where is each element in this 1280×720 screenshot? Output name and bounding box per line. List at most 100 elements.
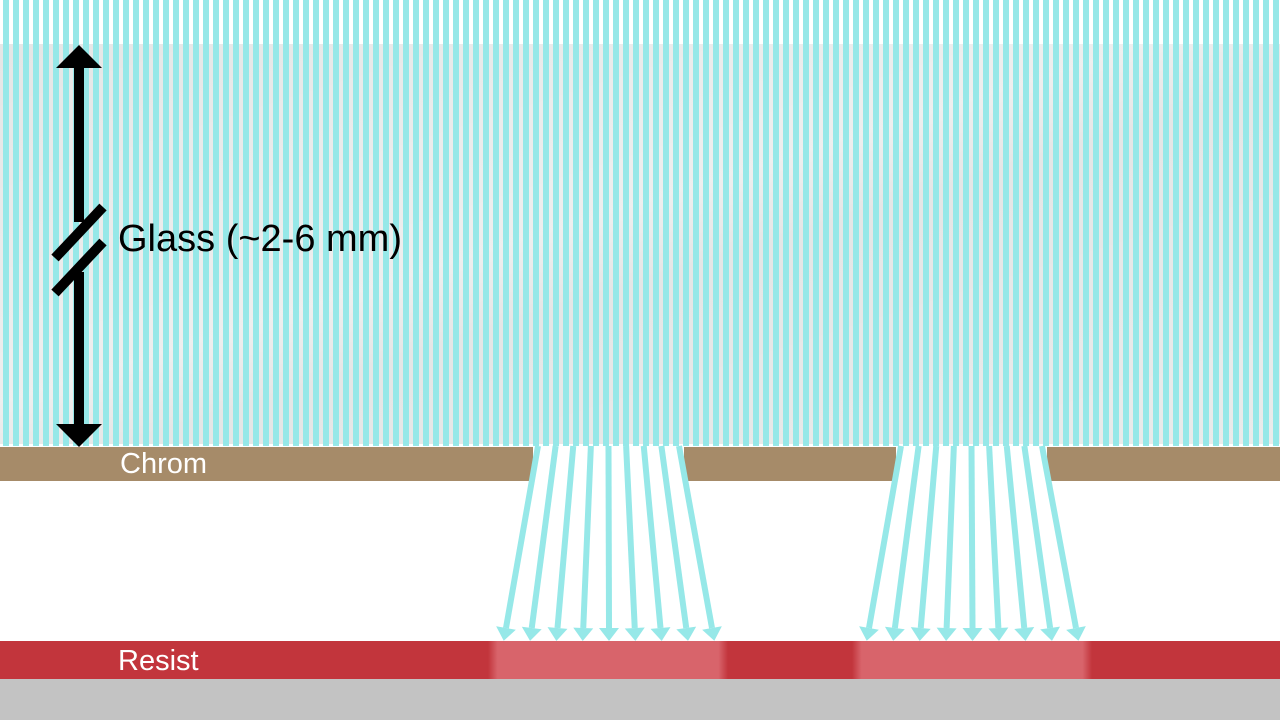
diffracted-ray-3: [580, 445, 594, 629]
light-ray-22: [223, 0, 229, 446]
light-ray-28: [283, 0, 289, 446]
light-ray-118: [1183, 0, 1189, 446]
light-ray-77: [773, 0, 779, 446]
light-ray-78: [783, 0, 789, 446]
light-ray-38: [383, 0, 389, 446]
light-ray-115: [1153, 0, 1159, 446]
light-ray-45: [453, 0, 459, 446]
light-ray-61: [613, 0, 619, 446]
light-ray-123: [1233, 0, 1239, 446]
light-ray-89: [893, 0, 899, 446]
double-headed-arrow-with-break-icon: [51, 45, 107, 447]
light-ray-44: [443, 0, 449, 446]
light-ray-17: [173, 0, 179, 446]
light-ray-103: [1033, 0, 1039, 446]
light-ray-65: [653, 0, 659, 446]
light-ray-53: [533, 0, 539, 446]
light-ray-26: [263, 0, 269, 446]
diffracted-ray-17: [1039, 445, 1079, 629]
light-ray-87: [873, 0, 879, 446]
light-ray-39: [393, 0, 399, 446]
arrowhead-down-icon: [573, 627, 594, 641]
light-ray-37: [373, 0, 379, 446]
arrowhead-down-icon: [936, 627, 957, 641]
arrowhead-down-icon: [624, 627, 645, 641]
light-ray-25: [253, 0, 259, 446]
light-ray-127: [1273, 0, 1279, 446]
diffracted-ray-2: [554, 445, 577, 629]
light-ray-111: [1113, 0, 1119, 446]
light-ray-88: [883, 0, 889, 446]
light-ray-126: [1263, 0, 1269, 446]
light-ray-92: [923, 0, 929, 446]
light-ray-41: [413, 0, 419, 446]
light-ray-90: [903, 0, 909, 446]
light-ray-40: [403, 0, 409, 446]
diffracted-ray-16: [1021, 445, 1054, 629]
light-ray-81: [813, 0, 819, 446]
arrowhead-down-icon: [1066, 626, 1086, 641]
arrowhead-down-icon: [676, 626, 697, 641]
light-ray-107: [1073, 0, 1079, 446]
light-ray-11: [113, 0, 119, 446]
light-ray-82: [823, 0, 829, 446]
diffracted-ray-1: [528, 445, 559, 629]
arrowhead-down-icon: [884, 626, 905, 641]
light-ray-43: [433, 0, 439, 446]
light-ray-79: [793, 0, 799, 446]
arrowhead-down-icon: [547, 627, 568, 641]
light-ray-80: [803, 0, 809, 446]
light-ray-101: [1013, 0, 1019, 446]
light-ray-7: [73, 0, 79, 446]
light-ray-124: [1243, 0, 1249, 446]
light-ray-16: [163, 0, 169, 446]
chrome-segment-middle: [684, 447, 896, 481]
diffracted-ray-7: [658, 445, 690, 629]
light-ray-109: [1093, 0, 1099, 446]
light-ray-15: [153, 0, 159, 446]
light-ray-60: [603, 0, 609, 446]
light-ray-66: [663, 0, 669, 446]
light-ray-31: [313, 0, 319, 446]
arrowhead-down-icon: [702, 626, 722, 641]
light-ray-54: [543, 0, 549, 446]
light-ray-32: [323, 0, 329, 446]
diffracted-ray-6: [640, 445, 664, 629]
diffracted-ray-13: [968, 445, 976, 629]
light-ray-48: [483, 0, 489, 446]
light-ray-99: [993, 0, 999, 446]
arrowhead-down-icon: [599, 627, 619, 641]
arrowhead-down-icon: [650, 627, 671, 641]
light-ray-91: [913, 0, 919, 446]
light-ray-114: [1143, 0, 1149, 446]
light-ray-59: [593, 0, 599, 446]
arrowhead-down-icon: [910, 627, 931, 641]
light-ray-72: [723, 0, 729, 446]
light-ray-67: [673, 0, 679, 446]
arrowhead-down-icon: [988, 627, 1009, 641]
diffracted-ray-14: [986, 445, 1002, 629]
glass-label: Glass (~2-6 mm): [118, 218, 402, 260]
light-ray-102: [1023, 0, 1029, 446]
diffracted-ray-15: [1003, 445, 1028, 629]
light-ray-113: [1133, 0, 1139, 446]
light-ray-63: [633, 0, 639, 446]
light-ray-70: [703, 0, 709, 446]
light-ray-27: [273, 0, 279, 446]
resist-exposed-region-2: [852, 641, 1092, 679]
light-ray-71: [713, 0, 719, 446]
diffracted-ray-11: [917, 445, 940, 629]
diffracted-ray-8: [676, 445, 715, 629]
light-ray-33: [333, 0, 339, 446]
light-ray-49: [493, 0, 499, 446]
light-ray-12: [123, 0, 129, 446]
light-ray-1: [13, 0, 19, 446]
resist-exposed-region-1: [488, 641, 728, 679]
light-ray-74: [743, 0, 749, 446]
light-ray-9: [93, 0, 99, 446]
light-ray-125: [1253, 0, 1259, 446]
light-ray-18: [183, 0, 189, 446]
light-ray-120: [1203, 0, 1209, 446]
light-ray-122: [1223, 0, 1229, 446]
